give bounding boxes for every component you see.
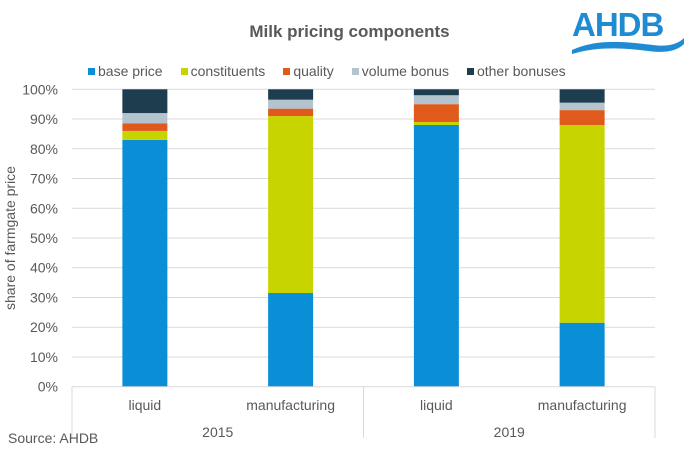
- legend-swatch: [466, 67, 474, 75]
- legend-swatch: [88, 67, 95, 75]
- legend-label: constituents: [190, 63, 266, 79]
- bar-segment-base-price: [268, 293, 314, 387]
- legend-item: base price: [88, 63, 163, 79]
- source-note: Source: AHDB: [8, 430, 99, 446]
- legend-swatch: [180, 67, 188, 75]
- gridlines: [72, 88, 655, 358]
- bar-segment-other-bonuses: [413, 89, 459, 96]
- legend-label: base price: [98, 63, 163, 79]
- bars: [122, 89, 605, 387]
- legend-item: constituents: [180, 63, 266, 79]
- bar-segment-quality: [122, 123, 168, 131]
- y-axis-ticks: 0% 10% 20% 30% 40% 50% 60% 70% 80% 90% 100%: [22, 81, 58, 394]
- x-category-label: manufacturing: [538, 397, 627, 413]
- bar-segment-constituents: [122, 130, 168, 140]
- x-group-label: 2019: [494, 424, 525, 440]
- y-tick-label: 40%: [30, 260, 58, 276]
- logo-wave-icon: [572, 38, 684, 54]
- bar-segment-constituents: [559, 124, 605, 323]
- bar-segment-quality: [559, 110, 605, 125]
- x-category-label: manufacturing: [246, 397, 335, 413]
- y-tick-label: 90%: [30, 111, 58, 127]
- x-group-label: 2015: [202, 424, 233, 440]
- x-axis: liquid manufacturing liquid manufacturing 20…: [71, 386, 656, 440]
- bar-segment-constituents: [268, 116, 314, 294]
- y-axis-label: share of farmgate price: [2, 166, 18, 310]
- bar-segment-volume-bonus: [122, 113, 168, 124]
- legend-label: quality: [293, 63, 334, 79]
- bar-segment-other-bonuses: [559, 89, 605, 103]
- bar-segment-base-price: [413, 124, 459, 387]
- bar-segment-volume-bonus: [413, 95, 459, 105]
- x-category-label: liquid: [420, 397, 453, 413]
- legend: base price constituents quality volume bonu…: [88, 63, 584, 79]
- legend-label: volume bonus: [361, 63, 449, 79]
- logo-text: AHDB: [572, 6, 664, 43]
- bar-segment-other-bonuses: [122, 89, 168, 114]
- bar-segment-constituents: [413, 122, 459, 125]
- chart-title: Milk pricing components: [249, 22, 450, 41]
- bar-segment-quality: [268, 108, 314, 117]
- legend-item: other bonuses: [466, 63, 566, 79]
- y-tick-label: 10%: [30, 349, 58, 365]
- y-tick-label: 50%: [30, 230, 58, 246]
- y-tick-label: 80%: [30, 141, 58, 157]
- bar-segment-other-bonuses: [268, 89, 314, 100]
- y-tick-label: 70%: [30, 171, 58, 187]
- y-tick-label: 60%: [30, 200, 58, 216]
- legend-label: other bonuses: [476, 63, 566, 79]
- legend-swatch: [351, 67, 359, 75]
- y-tick-label: 20%: [30, 319, 58, 335]
- legend-item: quality: [283, 63, 334, 79]
- y-tick-label: 0%: [38, 379, 58, 395]
- legend-item: volume bonus: [351, 63, 449, 79]
- bar-segment-volume-bonus: [559, 102, 605, 111]
- ahdb-logo: AHDB: [568, 6, 688, 56]
- bar-segment-volume-bonus: [268, 99, 314, 109]
- bar-segment-base-price: [559, 322, 605, 387]
- bar-segment-base-price: [122, 139, 168, 387]
- y-tick-label: 30%: [30, 289, 58, 305]
- bar-segment-quality: [413, 104, 459, 123]
- y-tick-label: 100%: [22, 81, 58, 97]
- x-category-label: liquid: [129, 397, 162, 413]
- legend-swatch: [283, 67, 291, 75]
